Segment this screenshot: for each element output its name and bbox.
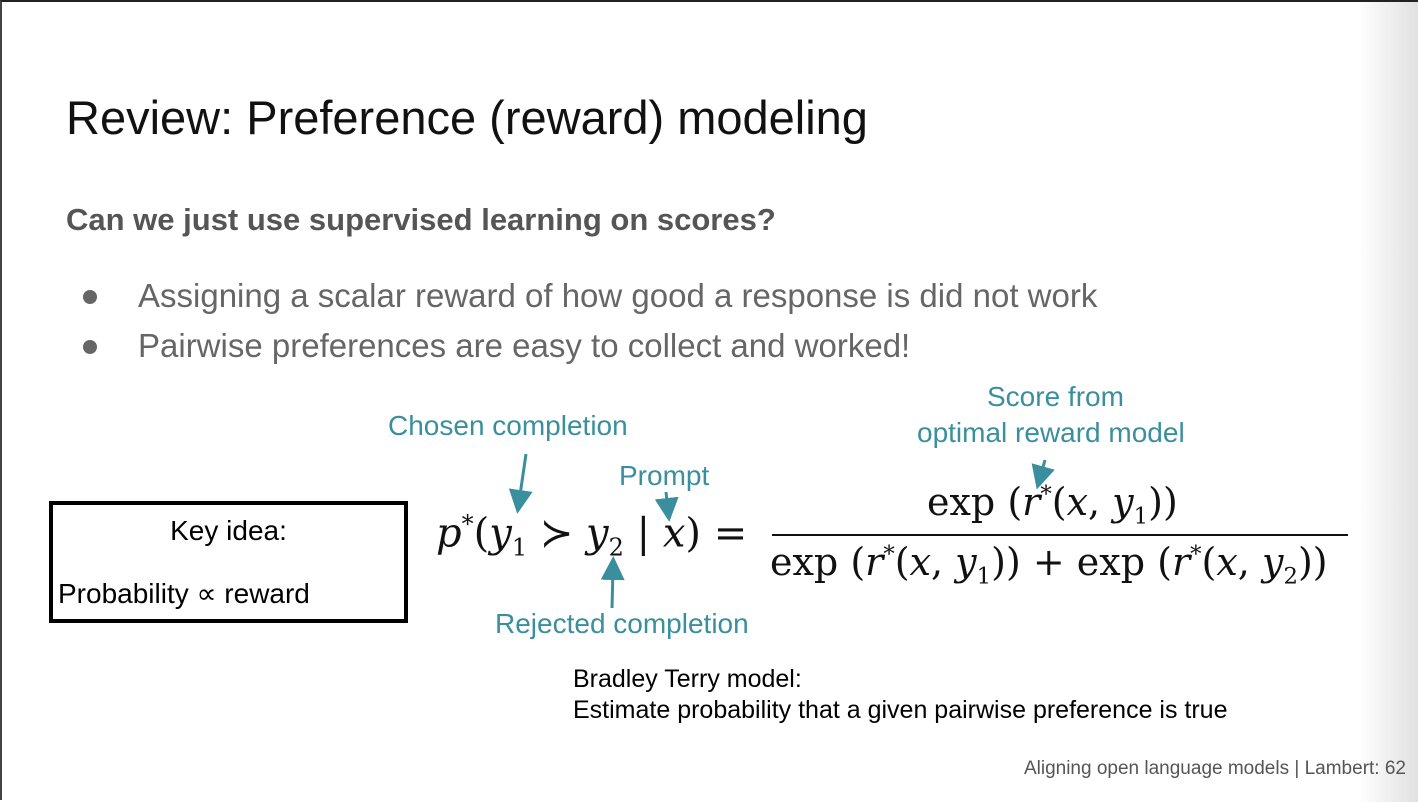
score-label-line1: Score from	[987, 381, 1124, 412]
bullet-list: Assigning a scalar reward of how good a …	[80, 274, 1097, 374]
formula-lhs: p*(y1 ≻ y2 | x) =	[436, 510, 748, 562]
score-arrow-icon	[1031, 459, 1055, 490]
rejected-completion-label: Rejected completion	[495, 608, 749, 639]
bullet-item: Assigning a scalar reward of how good a …	[80, 274, 1097, 324]
bullet-dot-icon	[83, 340, 97, 354]
chosen-completion-label: Chosen completion	[388, 410, 628, 441]
score-label-line2: optimal reward model	[917, 417, 1185, 448]
slide-footer: Aligning open language models | Lambert:…	[1023, 758, 1406, 779]
bullet-item: Pairwise preferences are easy to collect…	[80, 324, 1097, 374]
formula-numerator: exp (r*(x, y1))	[927, 480, 1178, 530]
slide-title: Review: Preference (reward) modeling	[66, 91, 868, 144]
rejected-arrow-icon	[600, 556, 625, 609]
bullet-dot-icon	[83, 290, 97, 304]
bullet-text: Assigning a scalar reward of how good a …	[138, 277, 1098, 314]
chosen-arrow-icon	[508, 453, 533, 514]
bradley-terry-line1: Bradley Terry model:	[573, 665, 802, 693]
key-idea-title: Key idea:	[170, 515, 287, 546]
key-idea-box: Key idea: Probability ∝ reward	[49, 501, 408, 623]
bradley-terry-line2: Estimate probability that a given pairwi…	[573, 696, 1228, 724]
slide-subtitle: Can we just use supervised learning on s…	[66, 202, 776, 237]
key-idea-body: Probability ∝ reward	[58, 578, 310, 609]
prompt-arrow-icon	[654, 491, 679, 522]
formula-denominator: exp (r*(x, y1)) + exp (r*(x, y2))	[770, 540, 1328, 590]
prompt-label: Prompt	[619, 460, 710, 491]
fraction-bar	[772, 534, 1348, 536]
bullet-text: Pairwise preferences are easy to collect…	[138, 327, 911, 364]
slide-edge-shadow	[1358, 2, 1418, 802]
